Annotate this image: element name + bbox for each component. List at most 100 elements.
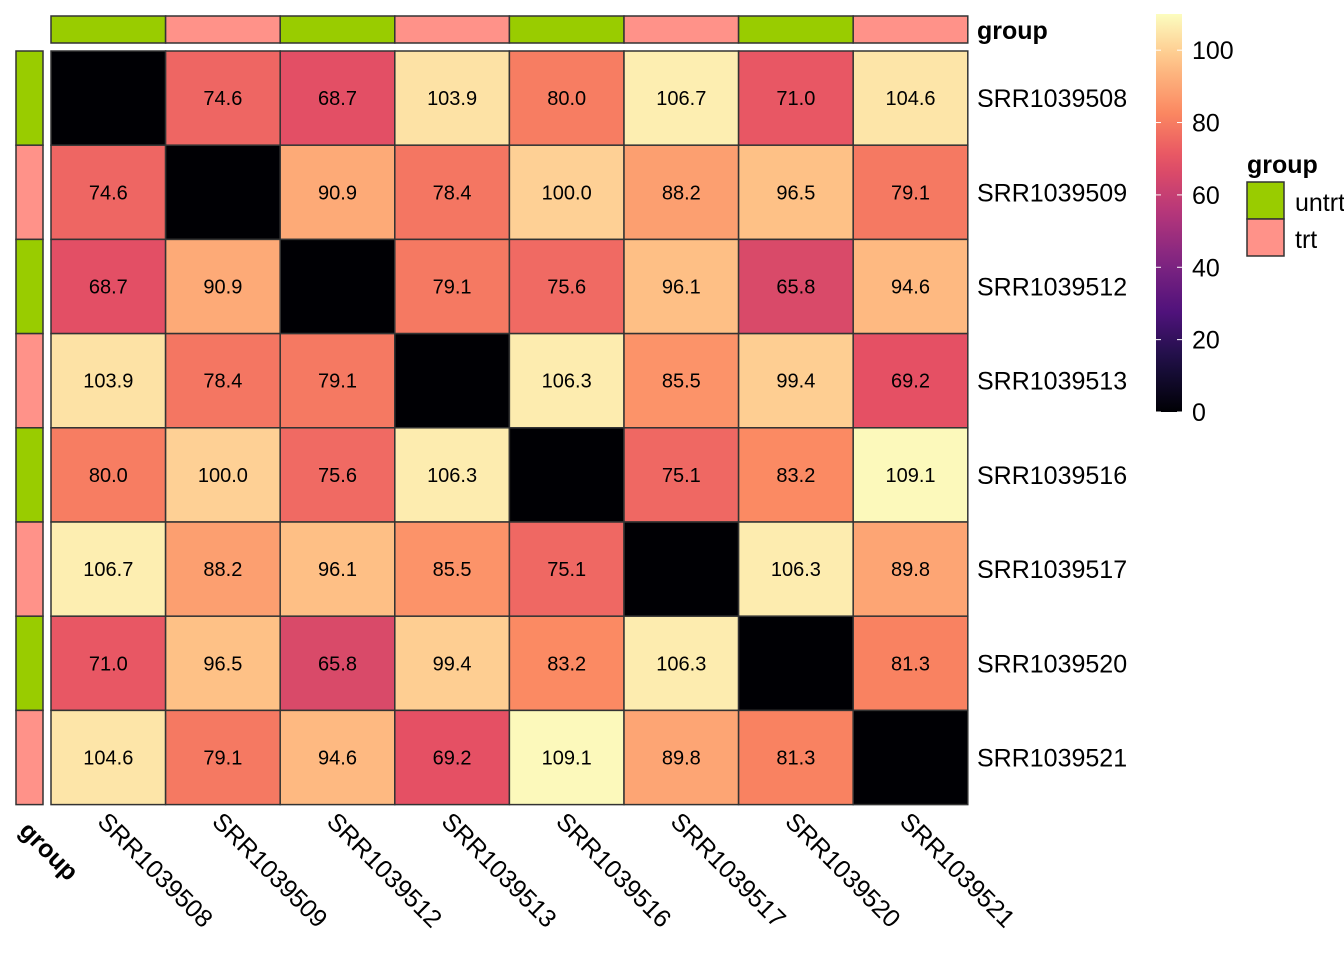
cell-value-label: 68.7: [318, 88, 357, 110]
cell-value-label: 106.3: [771, 559, 821, 581]
annotation-left-cell: [15, 427, 44, 523]
cell-value-label: 106.3: [656, 653, 706, 675]
cell-value-label: 94.6: [891, 277, 930, 299]
colorbar-tick-label: 20: [1192, 327, 1220, 355]
heatmap-cell: [852, 521, 969, 617]
heatmap-cell: [50, 709, 167, 806]
cell-value-label: 68.7: [89, 277, 128, 299]
row-label: SRR1039513: [977, 368, 1127, 396]
cell-value-label: 94.6: [318, 748, 357, 770]
heatmap-cell: [164, 144, 281, 241]
heatmap-cell: [737, 615, 854, 712]
cell-value-label: 99.4: [433, 653, 472, 675]
heatmap-cell: [50, 427, 167, 523]
cell-value-label: 85.5: [662, 371, 701, 393]
annotation-title-left: group: [14, 816, 84, 886]
cell-value-label: 96.5: [776, 182, 815, 204]
heatmap-cell: [508, 332, 625, 429]
legend-swatch: [1246, 218, 1285, 257]
cell-value-label: 104.6: [885, 88, 935, 110]
cell-value-label: 78.4: [433, 182, 472, 204]
cell-value-label: 89.8: [891, 559, 930, 581]
cell-value-label: 69.2: [433, 748, 472, 770]
cell-value-label: 99.4: [776, 371, 815, 393]
cell-value-label: 85.5: [433, 559, 472, 581]
cell-value-label: 79.1: [318, 371, 357, 393]
colorbar-tick-label: 100: [1192, 37, 1234, 65]
column-label: SRR1039520: [780, 807, 906, 933]
cell-value-label: 75.1: [662, 465, 701, 487]
heatmap-cell: [623, 144, 740, 241]
heatmap-cell: [737, 238, 854, 335]
colorbar-tick-label: 60: [1192, 182, 1220, 210]
cell-value-label: 103.9: [427, 88, 477, 110]
heatmap-cell: [50, 144, 167, 241]
cell-value-label: 81.3: [891, 653, 930, 675]
heatmap-cell: [737, 332, 854, 429]
heatmap-cell: [164, 709, 281, 806]
cell-value-label: 96.5: [203, 653, 242, 675]
annotation-left-cell: [15, 521, 44, 617]
heatmap-cell: [164, 238, 281, 335]
colorbar-tick-label: 0: [1192, 399, 1206, 427]
cell-value-label: 79.1: [891, 182, 930, 204]
annotation-top-cell: [737, 15, 854, 44]
heatmap-cell: [279, 50, 396, 146]
heatmap-cell: [852, 238, 969, 335]
cell-value-label: 75.6: [318, 465, 357, 487]
cell-value-label: 83.2: [547, 653, 586, 675]
column-label: SRR1039512: [321, 807, 447, 933]
column-label: SRR1039521: [894, 807, 1020, 933]
heatmap-cell: [852, 709, 969, 806]
colorbar-tick-label: 40: [1192, 254, 1220, 282]
cell-value-label: 88.2: [203, 559, 242, 581]
column-label: SRR1039516: [550, 807, 676, 933]
cell-value-label: 106.3: [542, 371, 592, 393]
cell-value-label: 79.1: [433, 277, 472, 299]
cell-value-label: 90.9: [203, 277, 242, 299]
annotation-top-cell: [50, 15, 167, 44]
cell-value-label: 79.1: [203, 748, 242, 770]
cell-value-label: 109.1: [885, 465, 935, 487]
row-label: SRR1039521: [977, 745, 1127, 773]
heatmap-cell: [50, 615, 167, 712]
cell-value-label: 78.4: [203, 371, 242, 393]
legend-label: trt: [1295, 226, 1317, 254]
heatmap-cell: [50, 521, 167, 617]
column-label: SRR1039517: [665, 807, 791, 933]
heatmap-cell: [394, 50, 511, 146]
heatmap-cell: [852, 332, 969, 429]
heatmap-cell: [852, 144, 969, 241]
annotation-top-cell: [508, 15, 625, 44]
annotation-left-cell: [15, 238, 44, 335]
annotation-title-top: group: [977, 17, 1048, 45]
annotation-top-cell: [623, 15, 740, 44]
cell-value-label: 80.0: [547, 88, 586, 110]
cell-value-label: 71.0: [776, 88, 815, 110]
heatmap-cell: [394, 144, 511, 241]
annotation-left-cell: [15, 332, 44, 429]
cell-value-label: 96.1: [318, 559, 357, 581]
row-label: SRR1039512: [977, 274, 1127, 302]
cell-value-label: 89.8: [662, 748, 701, 770]
heatmap-cell: [394, 238, 511, 335]
cell-value-label: 65.8: [318, 653, 357, 675]
cell-value-label: 80.0: [89, 465, 128, 487]
legend-swatch: [1246, 181, 1285, 220]
cell-value-label: 109.1: [542, 748, 592, 770]
cell-value-label: 96.1: [662, 277, 701, 299]
cell-value-label: 100.0: [198, 465, 248, 487]
heatmap-cell: [508, 427, 625, 523]
cell-value-label: 103.9: [83, 371, 133, 393]
cell-value-label: 75.6: [547, 277, 586, 299]
legend-title: group: [1247, 151, 1318, 179]
column-label: SRR1039509: [207, 807, 333, 933]
legend-label: untrt: [1295, 189, 1344, 217]
cell-value-label: 100.0: [542, 182, 592, 204]
heatmap-cell: [394, 332, 511, 429]
cell-value-label: 65.8: [776, 277, 815, 299]
heatmap-cell: [852, 427, 969, 523]
annotation-left-cell: [15, 144, 44, 241]
heatmap-cell: [279, 615, 396, 712]
